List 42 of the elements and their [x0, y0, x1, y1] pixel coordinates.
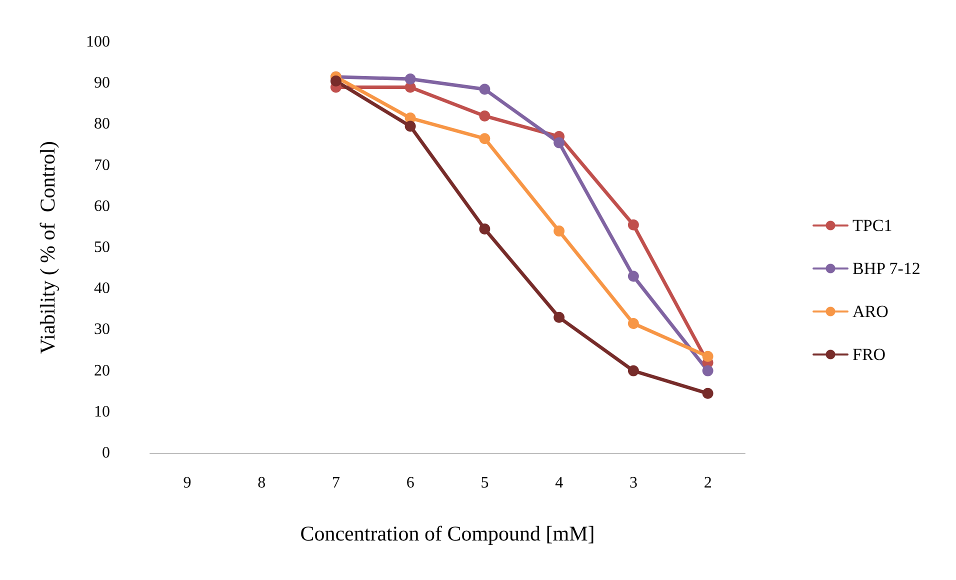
x-axis-title: Concentration of Compound [mM] — [300, 522, 595, 546]
point — [479, 110, 490, 122]
y-tick-label: 50 — [94, 239, 110, 256]
point — [702, 388, 714, 399]
point — [628, 270, 639, 282]
x-tick-label: 4 — [555, 474, 564, 492]
point — [628, 219, 639, 230]
x-tick-label: 9 — [183, 474, 192, 492]
point — [628, 318, 639, 330]
legend-label: BHP 7-12 — [852, 259, 920, 278]
point — [554, 312, 565, 323]
x-tick-label: 2 — [704, 474, 712, 492]
y-tick-label: 30 — [94, 321, 110, 338]
point — [479, 224, 490, 234]
point — [330, 76, 342, 87]
x-tick-label: 5 — [480, 474, 489, 492]
point — [479, 133, 490, 144]
legend-label: FRO — [852, 345, 886, 364]
x-tick-label: 7 — [332, 474, 340, 492]
point — [702, 365, 714, 376]
y-axis-title: Viability ( % of Control) — [36, 141, 60, 354]
legend-label: TPC1 — [852, 216, 892, 235]
y-tick-label: 20 — [94, 362, 110, 380]
y-tick-label: 80 — [94, 116, 110, 133]
y-tick-label: 90 — [94, 74, 110, 92]
x-tick-label: 3 — [629, 474, 638, 492]
x-tick-label: 8 — [258, 474, 266, 492]
y-tick-label: 40 — [94, 280, 110, 298]
point — [404, 73, 416, 84]
y-tick-label: 100 — [86, 34, 110, 50]
x-tick-label: 6 — [406, 474, 414, 492]
legend-label: ARO — [852, 302, 888, 321]
point — [554, 226, 565, 237]
point — [479, 84, 490, 95]
point — [554, 137, 565, 148]
y-tick-label: 60 — [94, 198, 110, 215]
point — [628, 365, 639, 376]
point — [702, 350, 714, 362]
y-tick-label: 70 — [94, 156, 110, 174]
y-tick-label: 0 — [102, 444, 110, 462]
point — [404, 120, 416, 132]
y-tick-label: 10 — [94, 403, 110, 420]
